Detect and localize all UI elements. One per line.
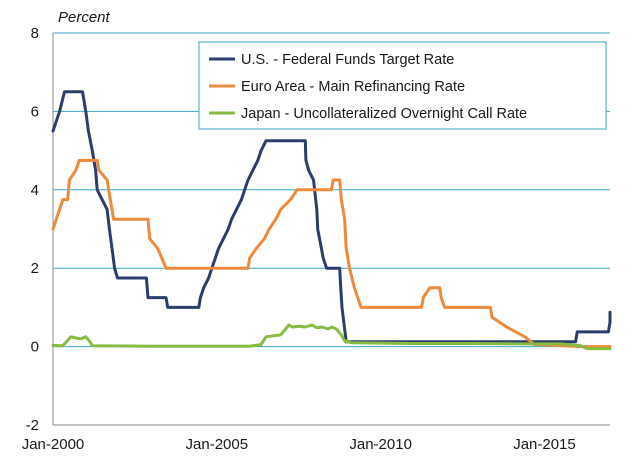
y-tick-label: -2: [26, 417, 39, 434]
legend-box: [198, 41, 607, 130]
series-line-2: [51, 158, 612, 349]
y-axis-unit-label: Percent: [58, 9, 111, 26]
y-tick-label: 0: [31, 339, 39, 356]
y-tick-label: 2: [31, 260, 39, 277]
x-tick-label: Jan-2005: [186, 436, 249, 453]
y-tick-labels: -2 0 2 4 6 8: [26, 25, 39, 434]
legend-label: Japan - Uncollateralized Overnight Call …: [241, 106, 527, 122]
y-tick-label: 6: [31, 103, 39, 120]
y-tick-label: 8: [31, 25, 39, 42]
legend: U.S. - Federal Funds Target Rate Euro Are…: [198, 41, 607, 130]
y-tick-label: 4: [31, 182, 39, 199]
series-line-3: [51, 323, 612, 351]
series-lines: [51, 90, 612, 351]
series-line-1: [51, 90, 612, 344]
x-tick-label: Jan-2015: [513, 436, 576, 453]
x-tick-labels: Jan-2000 Jan-2005 Jan-2010 Jan-2015: [22, 436, 576, 453]
legend-label: U.S. - Federal Funds Target Rate: [241, 52, 454, 68]
x-tick-label: Jan-2000: [22, 436, 85, 453]
x-tick-label: Jan-2010: [349, 436, 412, 453]
legend-label: Euro Area - Main Refinancing Rate: [241, 79, 465, 95]
